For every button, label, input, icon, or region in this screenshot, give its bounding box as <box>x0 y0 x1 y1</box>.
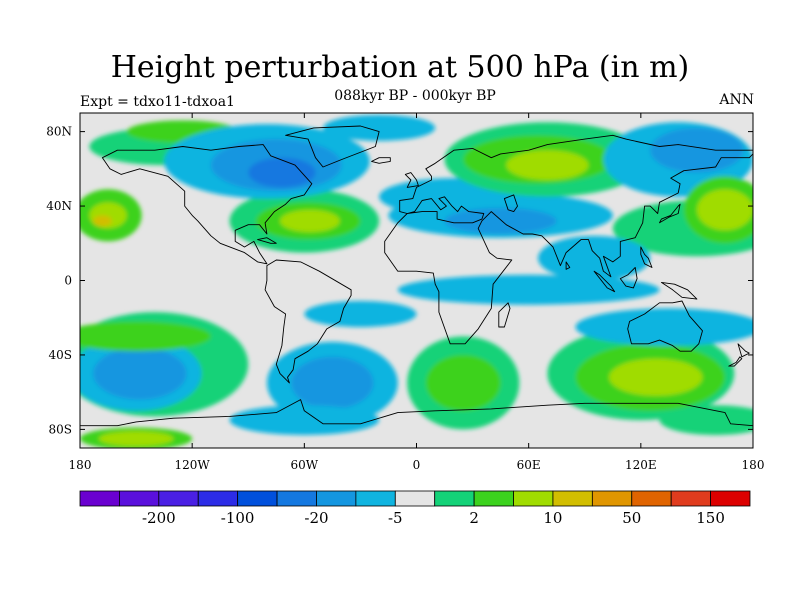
contour-region-22 <box>696 189 753 231</box>
coastline-south-america <box>264 259 352 384</box>
coastline-australia <box>627 300 703 352</box>
coastline-caspian <box>503 194 518 213</box>
coastline-new-zealand-south <box>728 356 743 367</box>
x-tick-label-4: 60E <box>517 458 541 472</box>
colorbar-label-7: 150 <box>696 509 725 527</box>
colorbar-label-2: -20 <box>304 509 328 527</box>
y-tick-label-3: 40S <box>49 348 73 362</box>
plot-subtitle: 088kyr BP - 000kyr BP <box>334 88 496 104</box>
colorbar: -200 -100 -20 -5 2 10 50 150 <box>79 490 751 527</box>
colorbar-label-5: 10 <box>543 509 562 527</box>
coastline-borneo <box>619 267 638 289</box>
coastline-antarctica-coast <box>80 399 753 427</box>
colorbar-box-5 <box>276 490 317 507</box>
y-tick-label-4: 80S <box>49 422 73 436</box>
colorbar-box-4 <box>237 490 278 507</box>
colorbar-box-10 <box>473 490 514 507</box>
x-tick-label-3: 0 <box>413 458 421 472</box>
coastline-north-america <box>101 144 313 265</box>
colorbar-box-12 <box>552 490 593 507</box>
contour-region-33 <box>425 354 501 411</box>
contour-region-17 <box>506 150 589 180</box>
coastline-cuba <box>257 237 277 244</box>
x-tick-label-6: 180 <box>742 458 765 472</box>
colorbar-box-16 <box>710 490 751 507</box>
coastline-japan <box>659 203 681 224</box>
contour-region-23 <box>538 235 651 281</box>
plot-title: Height perturbation at 500 hPa (in m) <box>110 50 690 85</box>
coastline-africa-eurasia <box>384 134 753 345</box>
colorbar-label-3: -5 <box>388 509 403 527</box>
colorbar-box-6 <box>316 490 357 507</box>
x-tick-label-0: 180 <box>69 458 92 472</box>
contour-region-41 <box>659 405 753 435</box>
colorbar-box-9 <box>434 490 475 507</box>
coastline-sumatra <box>593 270 616 293</box>
coastline-greenland <box>285 125 380 168</box>
colorbar-box-11 <box>513 490 554 507</box>
colorbar-box-3 <box>197 490 239 507</box>
coastline-new-guinea <box>660 281 698 300</box>
coastlines <box>80 125 753 427</box>
y-tick-label-1: 40N <box>46 199 72 213</box>
contour-region-36 <box>609 358 703 396</box>
contour-region-10 <box>248 157 316 188</box>
y-tick-label-0: 80N <box>46 125 72 139</box>
coastline-mediterranean-coast <box>406 196 485 224</box>
contour-region-37 <box>575 308 753 346</box>
y-tick-label-2: 0 <box>64 274 72 288</box>
contour-region-31 <box>291 356 374 409</box>
contour-region-40 <box>229 405 380 435</box>
colorbar-box-14 <box>631 490 672 507</box>
contour-region-2 <box>93 215 112 227</box>
contour-region-29 <box>80 321 211 352</box>
colorbar-box-7 <box>355 490 396 507</box>
contour-region-28 <box>93 347 187 400</box>
colorbar-box-15 <box>670 490 711 507</box>
experiment-label: Expt = tdxo11-tdxoa1 <box>80 94 235 110</box>
colorbar-label-4: 2 <box>469 509 479 527</box>
season-label: ANN <box>719 92 754 108</box>
height-perturbation-field <box>80 114 753 448</box>
x-tick-label-2: 60W <box>291 458 319 472</box>
x-tick-label-5: 120E <box>625 458 657 472</box>
colorbar-box-0 <box>79 490 120 507</box>
contour-region-39 <box>98 431 174 447</box>
colorbar-label-6: 50 <box>622 509 641 527</box>
contour-region-19 <box>650 127 744 173</box>
colorbar-box-13 <box>591 490 633 507</box>
contour-region-24 <box>397 274 660 305</box>
coastline-madagascar <box>498 302 511 328</box>
colorbar-box-1 <box>119 490 160 507</box>
coastline-philippines <box>640 246 653 268</box>
coastline-new-zealand <box>737 343 750 358</box>
contour-region-11 <box>323 114 436 141</box>
contour-region-14 <box>444 207 557 234</box>
map-axes: 180 120W 60W 0 60E 120E 180 80N 40N 0 40S 80S <box>46 113 764 472</box>
colorbar-box-8 <box>394 490 436 507</box>
contour-region-5 <box>280 209 340 233</box>
coastline-uk <box>404 172 419 188</box>
colorbar-box-2 <box>158 490 199 507</box>
coastline-sri-lanka <box>565 261 571 270</box>
coastline-iceland <box>371 157 391 164</box>
contour-region-25 <box>304 300 417 328</box>
x-tick-label-1: 120W <box>175 458 211 472</box>
colorbar-label-1: -100 <box>221 509 255 527</box>
colorbar-label-0: -200 <box>142 509 176 527</box>
